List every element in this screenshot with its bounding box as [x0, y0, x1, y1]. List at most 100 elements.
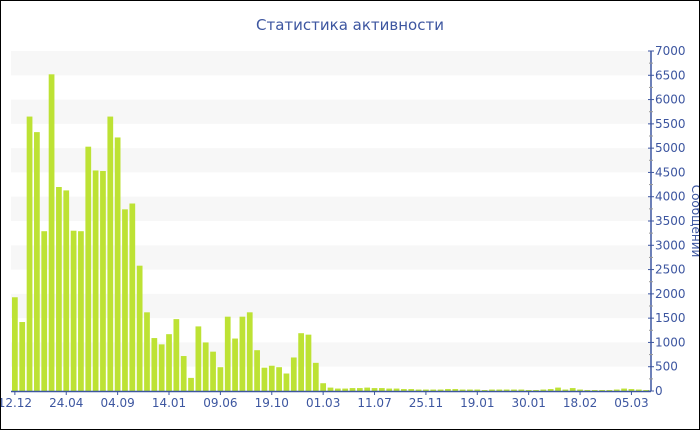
bar — [100, 170, 106, 391]
bars — [12, 74, 649, 392]
y-tick-label: 2500 — [655, 263, 686, 277]
bar — [19, 322, 26, 391]
bar — [379, 388, 385, 391]
bar — [599, 390, 605, 391]
x-tick-label: 19.01 — [460, 396, 494, 410]
bar — [518, 389, 525, 391]
y-tick-label: 6000 — [655, 93, 686, 107]
bar — [166, 334, 172, 391]
bar — [452, 389, 459, 391]
bar — [129, 203, 136, 391]
bar — [224, 316, 231, 391]
axes: 0 500 1000 1500 2000 2500 3000 3500 4000 4500 5000… — [1, 44, 686, 410]
y-tick-label: 0 — [655, 384, 663, 398]
x-tick-label: 05.03 — [614, 396, 648, 410]
bar — [217, 367, 224, 391]
bar — [136, 265, 143, 391]
bar — [408, 389, 415, 391]
bar — [283, 373, 290, 391]
grid-band — [11, 148, 651, 173]
x-tick-label: 04.09 — [100, 396, 134, 410]
bar — [327, 387, 334, 391]
grid-band — [11, 51, 651, 76]
bar — [210, 351, 216, 391]
bar — [613, 389, 620, 391]
x-tick-label: 01.03 — [306, 396, 340, 410]
bar — [268, 365, 275, 391]
bar — [533, 390, 539, 391]
bar — [158, 344, 165, 391]
bar — [232, 338, 238, 391]
y-tick-label: 7000 — [655, 44, 686, 58]
bar — [85, 146, 92, 391]
bar — [334, 388, 341, 391]
y-tick-label: 500 — [655, 360, 678, 374]
bar — [26, 116, 33, 392]
bar — [496, 389, 503, 391]
bar — [481, 390, 488, 391]
grid-band — [11, 196, 651, 221]
bar — [92, 170, 99, 391]
bar — [628, 389, 635, 391]
bar — [34, 132, 40, 391]
x-tick-label: 19.10 — [255, 396, 289, 410]
bar — [562, 389, 569, 391]
bar — [41, 231, 48, 391]
bar — [401, 389, 407, 391]
grid-bands — [11, 51, 651, 367]
bar — [188, 377, 194, 391]
bar — [569, 388, 576, 391]
y-tick-label: 5000 — [655, 141, 686, 155]
y-tick-label: 1500 — [655, 311, 686, 325]
bar — [56, 187, 62, 391]
bar — [180, 356, 187, 391]
bar — [78, 231, 84, 391]
bar — [503, 389, 510, 391]
x-tick-label: 24.04 — [49, 396, 83, 410]
bar — [511, 389, 517, 391]
bar — [320, 383, 327, 391]
bar — [577, 389, 583, 391]
x-tick-label: 12.12 — [1, 396, 32, 410]
bar — [606, 390, 613, 391]
bar — [364, 387, 371, 391]
bar — [445, 389, 451, 391]
y-axis-label: Сообщений — [689, 185, 699, 258]
grid-band — [11, 99, 651, 124]
bar — [489, 389, 495, 391]
bar — [349, 388, 356, 391]
bar — [540, 389, 547, 391]
bar — [621, 388, 627, 391]
y-tick-label: 4000 — [655, 190, 686, 204]
x-tick-label: 09.06 — [203, 396, 237, 410]
bar — [12, 297, 18, 391]
bar — [261, 367, 268, 391]
bar — [239, 316, 246, 391]
bar — [254, 350, 260, 391]
bar — [63, 190, 70, 391]
y-tick-label: 5500 — [655, 117, 686, 131]
x-tick-label: 14.01 — [152, 396, 186, 410]
bar — [246, 312, 253, 391]
bar — [290, 357, 297, 391]
bar — [122, 209, 128, 391]
bar — [591, 390, 598, 391]
bar — [635, 389, 642, 391]
y-tick-label: 2000 — [655, 287, 686, 301]
x-tick-label: 11.07 — [357, 396, 391, 410]
bar — [312, 362, 319, 391]
bar — [474, 389, 481, 391]
grid-band — [11, 342, 651, 367]
y-tick-label: 1000 — [655, 335, 686, 349]
bar — [437, 389, 444, 391]
bar — [202, 342, 209, 391]
y-tick-label: 3000 — [655, 238, 686, 252]
bar — [70, 230, 77, 391]
bar — [643, 390, 649, 391]
bar — [173, 319, 180, 391]
bar — [371, 388, 378, 391]
bar — [584, 390, 591, 391]
bar — [430, 389, 437, 391]
